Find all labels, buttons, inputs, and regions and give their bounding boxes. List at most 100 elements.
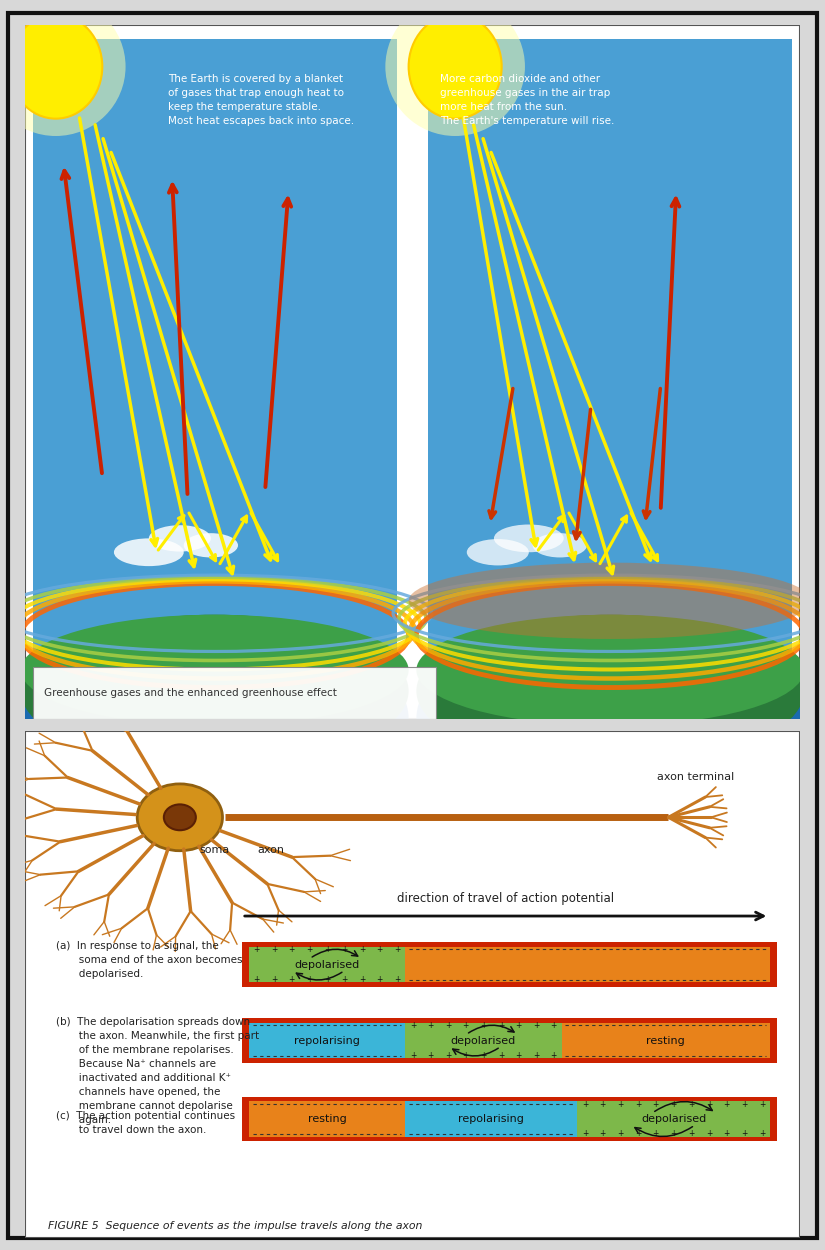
Bar — [562, 1022, 770, 1059]
Text: +: + — [342, 975, 348, 984]
Text: +: + — [617, 1100, 624, 1109]
Text: repolarising: repolarising — [294, 1035, 360, 1045]
Text: +: + — [706, 1100, 712, 1109]
Text: More carbon dioxide and other
greenhouse gases in the air trap
more heat from th: More carbon dioxide and other greenhouse… — [440, 74, 614, 125]
Text: +: + — [289, 975, 295, 984]
Text: +: + — [671, 1100, 676, 1109]
Bar — [249, 948, 405, 982]
Ellipse shape — [533, 534, 587, 558]
Text: Greenhouse gases and the enhanced greenhouse effect: Greenhouse gases and the enhanced greenh… — [45, 688, 337, 698]
Text: +: + — [582, 1129, 588, 1139]
Text: +: + — [271, 945, 277, 955]
Text: +: + — [617, 1129, 624, 1139]
Ellipse shape — [21, 615, 408, 768]
Text: (a)  In response to a signal, the
       soma end of the axon becomes
       dep: (a) In response to a signal, the soma en… — [56, 941, 243, 979]
Ellipse shape — [408, 15, 502, 119]
Text: +: + — [516, 1021, 521, 1030]
Text: +: + — [635, 1129, 641, 1139]
Text: +: + — [253, 975, 260, 984]
Text: +: + — [306, 945, 313, 955]
Text: +: + — [516, 1051, 521, 1060]
Text: depolarised: depolarised — [450, 1035, 516, 1045]
Text: +: + — [688, 1129, 695, 1139]
Text: depolarised: depolarised — [295, 960, 360, 970]
Text: depolarised: depolarised — [641, 1114, 706, 1124]
Text: +: + — [410, 1021, 416, 1030]
Ellipse shape — [137, 784, 223, 851]
Text: +: + — [445, 1051, 451, 1060]
Text: resting: resting — [647, 1035, 685, 1045]
Text: +: + — [706, 1129, 712, 1139]
Ellipse shape — [494, 525, 563, 552]
Ellipse shape — [467, 539, 529, 565]
Text: +: + — [742, 1100, 747, 1109]
Text: +: + — [759, 1129, 766, 1139]
Text: +: + — [410, 1051, 416, 1060]
Text: +: + — [653, 1100, 659, 1109]
Text: +: + — [359, 945, 365, 955]
Text: +: + — [324, 975, 330, 984]
Bar — [405, 1101, 578, 1136]
Bar — [428, 39, 793, 670]
Text: +: + — [306, 975, 313, 984]
Bar — [405, 948, 770, 982]
Text: +: + — [377, 945, 383, 955]
Text: +: + — [253, 945, 260, 955]
Bar — [249, 1101, 405, 1136]
Bar — [32, 39, 397, 670]
Text: +: + — [724, 1100, 730, 1109]
Text: +: + — [533, 1051, 540, 1060]
Text: +: + — [271, 975, 277, 984]
Text: +: + — [359, 975, 365, 984]
Ellipse shape — [417, 621, 804, 816]
Bar — [242, 1019, 777, 1062]
Text: +: + — [550, 1051, 557, 1060]
Ellipse shape — [21, 615, 408, 726]
Text: +: + — [324, 945, 330, 955]
Ellipse shape — [114, 539, 184, 566]
Ellipse shape — [408, 562, 812, 639]
Text: +: + — [497, 1051, 504, 1060]
Ellipse shape — [184, 534, 238, 558]
Text: +: + — [724, 1129, 730, 1139]
Ellipse shape — [21, 621, 408, 816]
Text: +: + — [497, 1021, 504, 1030]
Ellipse shape — [417, 615, 804, 726]
Bar — [242, 1096, 777, 1141]
Text: +: + — [653, 1129, 659, 1139]
Ellipse shape — [164, 805, 196, 830]
Text: +: + — [394, 975, 401, 984]
Bar — [32, 666, 436, 719]
Text: soma: soma — [200, 845, 229, 855]
Text: +: + — [289, 945, 295, 955]
Bar — [405, 1022, 562, 1059]
Text: +: + — [600, 1100, 606, 1109]
Text: +: + — [427, 1021, 434, 1030]
Text: +: + — [445, 1021, 451, 1030]
Text: +: + — [635, 1100, 641, 1109]
Text: +: + — [463, 1051, 469, 1060]
Text: FIGURE 5  Sequence of events as the impulse travels along the axon: FIGURE 5 Sequence of events as the impul… — [48, 1221, 422, 1231]
Text: +: + — [533, 1021, 540, 1030]
Text: +: + — [600, 1129, 606, 1139]
Text: +: + — [550, 1021, 557, 1030]
Text: +: + — [671, 1129, 676, 1139]
Text: +: + — [427, 1051, 434, 1060]
Text: +: + — [582, 1100, 588, 1109]
Text: +: + — [688, 1100, 695, 1109]
Text: +: + — [342, 945, 348, 955]
Text: +: + — [759, 1100, 766, 1109]
Ellipse shape — [9, 15, 102, 119]
Ellipse shape — [148, 525, 211, 551]
Ellipse shape — [0, 0, 125, 136]
Text: +: + — [742, 1129, 747, 1139]
Ellipse shape — [385, 0, 525, 136]
Text: axon: axon — [257, 845, 285, 855]
Text: (b)  The depolarisation spreads down
       the axon. Meanwhile, the first part
: (b) The depolarisation spreads down the … — [56, 1017, 259, 1125]
Text: +: + — [463, 1021, 469, 1030]
Bar — [242, 942, 777, 988]
Bar — [249, 1022, 405, 1059]
Bar — [578, 1101, 770, 1136]
Text: The Earth is covered by a blanket
of gases that trap enough heat to
keep the tem: The Earth is covered by a blanket of gas… — [168, 74, 355, 125]
Text: resting: resting — [308, 1114, 346, 1124]
